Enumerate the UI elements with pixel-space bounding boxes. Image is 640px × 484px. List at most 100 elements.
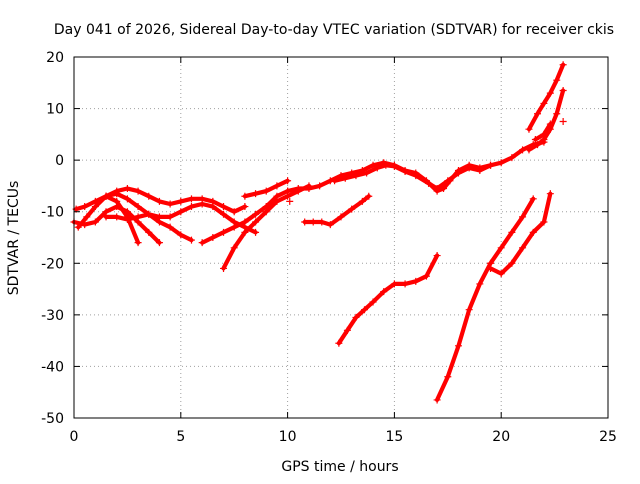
series-arc-late-3	[525, 61, 567, 133]
data-point	[335, 339, 343, 347]
data-point	[433, 396, 441, 404]
y-tick-label: 0	[55, 153, 64, 169]
data-point	[230, 223, 238, 231]
data-point	[155, 239, 163, 247]
data-point	[343, 326, 351, 334]
data-point	[113, 190, 121, 198]
y-tick-label: -20	[41, 256, 64, 272]
data-point	[230, 208, 238, 216]
data-point	[123, 208, 131, 216]
series-arc-mid-1	[301, 192, 373, 229]
data-point	[134, 187, 142, 195]
data-point	[252, 218, 260, 226]
data-point	[187, 195, 195, 203]
y-tick-label: 20	[46, 50, 64, 66]
data-point	[540, 99, 548, 107]
data-point	[559, 61, 567, 69]
data-point	[454, 169, 462, 177]
isolated-point	[286, 197, 294, 205]
data-point	[230, 244, 238, 252]
data-point	[301, 218, 309, 226]
series-arc-early-8	[241, 177, 292, 200]
data-point	[497, 159, 505, 167]
data-point	[123, 185, 131, 193]
data-point	[534, 110, 542, 118]
data-point	[187, 203, 195, 211]
data-point	[241, 192, 249, 200]
y-tick-label: 10	[46, 102, 64, 118]
data-point	[305, 182, 313, 190]
data-point	[369, 298, 377, 306]
data-point	[309, 218, 317, 226]
y-tick-label: -40	[41, 359, 64, 375]
data-point	[519, 146, 527, 154]
series-trace	[435, 196, 536, 402]
data-point	[546, 120, 554, 128]
data-point	[241, 228, 249, 236]
x-tick-label: 25	[599, 429, 617, 445]
series-trace	[488, 191, 553, 276]
data-point	[220, 203, 228, 211]
data-point	[529, 195, 537, 203]
series-arc-main-b	[331, 161, 495, 193]
data-point	[454, 342, 462, 350]
data-point	[487, 161, 495, 169]
data-point	[81, 221, 89, 229]
data-point	[198, 239, 206, 247]
data-point	[444, 177, 452, 185]
data-point	[433, 252, 441, 260]
data-point	[534, 141, 542, 149]
data-point	[166, 213, 174, 221]
data-point	[465, 164, 473, 172]
data-point	[373, 164, 381, 172]
series-arc-mid-2	[335, 252, 441, 347]
data-point	[508, 154, 516, 162]
data-point	[531, 136, 539, 144]
data-point	[401, 167, 409, 175]
data-point	[123, 195, 131, 203]
data-point	[352, 313, 360, 321]
data-point	[198, 200, 206, 208]
data-point	[145, 228, 153, 236]
x-axis-label: GPS time / hours	[281, 459, 398, 475]
data-point	[352, 172, 360, 180]
data-point	[91, 203, 99, 211]
data-point	[487, 264, 495, 272]
data-point	[559, 87, 567, 95]
data-point	[546, 89, 554, 97]
series-arc-main	[284, 138, 548, 195]
data-point	[102, 192, 110, 200]
series-trace	[336, 253, 440, 346]
y-tick-label: -10	[41, 205, 64, 221]
data-point	[444, 373, 452, 381]
data-point	[365, 192, 373, 200]
data-point	[209, 203, 217, 211]
x-tick-label: 0	[70, 429, 79, 445]
data-point	[83, 213, 91, 221]
data-point	[252, 210, 260, 218]
data-point	[401, 280, 409, 288]
data-point	[177, 197, 185, 205]
series-arc-early-6	[198, 187, 292, 247]
x-tick-label: 15	[385, 429, 403, 445]
data-point	[525, 125, 533, 133]
x-tick-label: 20	[492, 429, 510, 445]
data-point	[412, 277, 420, 285]
data-point	[262, 187, 270, 195]
data-point	[187, 236, 195, 244]
data-point	[145, 210, 153, 218]
series-arc-late-1	[433, 195, 537, 404]
data-point	[465, 306, 473, 314]
data-point	[508, 228, 516, 236]
data-point	[166, 223, 174, 231]
grid	[74, 57, 608, 418]
data-point	[91, 218, 99, 226]
data-point	[134, 203, 142, 211]
data-point	[262, 208, 270, 216]
data-point	[134, 239, 142, 247]
data-point	[273, 182, 281, 190]
data-point	[529, 228, 537, 236]
data-point	[363, 169, 371, 177]
data-point	[155, 213, 163, 221]
